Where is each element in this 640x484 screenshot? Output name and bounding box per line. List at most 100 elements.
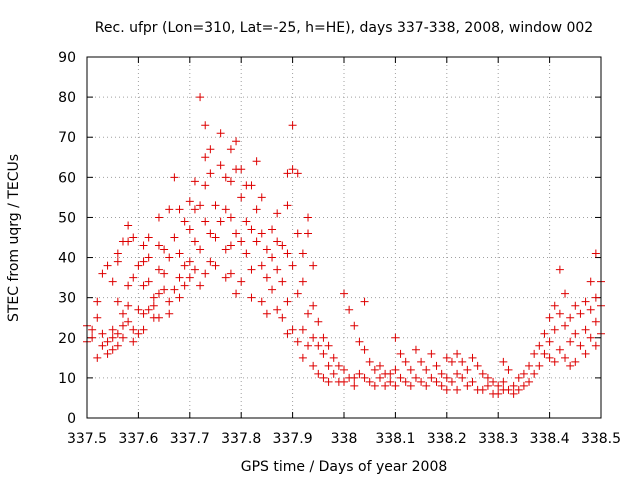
- data-point-marker: [355, 337, 364, 346]
- data-point-marker: [591, 341, 600, 350]
- y-tick-label: 30: [58, 291, 76, 307]
- data-point-marker: [550, 357, 559, 366]
- data-point-marker: [566, 313, 575, 322]
- data-point-marker: [129, 337, 138, 346]
- data-point-marker: [165, 309, 174, 318]
- data-point-marker: [360, 345, 369, 354]
- data-point-marker: [561, 289, 570, 298]
- data-point-marker: [525, 377, 534, 386]
- data-point-marker: [206, 169, 215, 178]
- data-point-marker: [530, 369, 539, 378]
- data-point-marker: [293, 337, 302, 346]
- data-point-marker: [509, 389, 518, 398]
- data-point-marker: [201, 153, 210, 162]
- data-point-marker: [216, 129, 225, 138]
- data-point-marker: [468, 377, 477, 386]
- data-point-marker: [350, 321, 359, 330]
- data-point-marker: [386, 377, 395, 386]
- data-point-marker: [550, 301, 559, 310]
- data-point-marker: [370, 381, 379, 390]
- data-point-marker: [252, 205, 261, 214]
- data-point-marker: [190, 237, 199, 246]
- data-point-marker: [139, 257, 148, 266]
- data-point-marker: [453, 369, 462, 378]
- data-point-marker: [232, 229, 241, 238]
- data-point-marker: [298, 249, 307, 258]
- data-point-marker: [309, 261, 318, 270]
- data-point-marker: [355, 369, 364, 378]
- data-point-marker: [93, 353, 102, 362]
- data-point-marker: [237, 277, 246, 286]
- data-point-marker: [175, 249, 184, 258]
- data-point-marker: [406, 381, 415, 390]
- data-point-marker: [103, 337, 112, 346]
- data-point-marker: [514, 385, 523, 394]
- data-point-marker: [268, 253, 277, 262]
- data-point-marker: [591, 317, 600, 326]
- data-point-marker: [139, 281, 148, 290]
- data-point-marker: [273, 305, 282, 314]
- data-point-marker: [406, 365, 415, 374]
- data-point-marker: [324, 341, 333, 350]
- data-point-marker: [206, 145, 215, 154]
- data-point-marker: [391, 365, 400, 374]
- data-point-marker: [288, 121, 297, 130]
- data-point-marker: [134, 305, 143, 314]
- data-point-marker: [113, 297, 122, 306]
- chart-title: Rec. ufpr (Lon=310, Lat=-25, h=HE), days…: [95, 20, 593, 36]
- y-tick-label: 50: [58, 210, 76, 226]
- y-tick-label: 90: [58, 50, 76, 66]
- data-point-marker: [340, 377, 348, 386]
- data-point-marker: [237, 165, 246, 174]
- data-point-marker: [216, 161, 225, 170]
- data-point-marker: [288, 261, 297, 270]
- data-point-marker: [283, 329, 292, 338]
- data-point-marker: [108, 277, 117, 286]
- data-point-marker: [237, 237, 246, 246]
- data-point-marker: [216, 217, 225, 226]
- data-point-marker: [417, 377, 426, 386]
- data-point-marker: [221, 245, 230, 254]
- data-point-marker: [401, 377, 410, 386]
- data-point-marker: [309, 301, 318, 310]
- data-point-marker: [185, 225, 194, 234]
- data-point-marker: [571, 329, 580, 338]
- data-point-marker: [175, 273, 184, 282]
- data-point-marker: [124, 301, 133, 310]
- data-point-marker: [134, 329, 143, 338]
- data-point-marker: [247, 225, 256, 234]
- data-point-marker: [417, 357, 426, 366]
- data-point-marker: [237, 193, 246, 202]
- data-point-marker: [304, 309, 313, 318]
- data-point-marker: [196, 201, 205, 210]
- data-point-marker: [478, 385, 487, 394]
- data-point-marker: [221, 273, 230, 282]
- data-point-marker: [268, 225, 277, 234]
- data-point-marker: [483, 381, 492, 390]
- data-points: [83, 93, 605, 398]
- data-point-marker: [463, 381, 472, 390]
- data-point-marker: [468, 353, 477, 362]
- data-point-marker: [201, 269, 210, 278]
- data-point-marker: [288, 165, 297, 174]
- data-point-marker: [196, 93, 205, 102]
- data-point-marker: [108, 333, 117, 342]
- data-point-marker: [381, 381, 390, 390]
- data-point-marker: [581, 297, 590, 306]
- data-point-marker: [411, 373, 420, 382]
- data-point-marker: [391, 381, 400, 390]
- data-point-marker: [170, 233, 179, 242]
- data-point-marker: [571, 357, 580, 366]
- data-point-marker: [427, 373, 436, 382]
- data-point-marker: [293, 289, 302, 298]
- data-point-marker: [365, 377, 374, 386]
- data-point-marker: [304, 341, 313, 350]
- data-point-marker: [201, 217, 210, 226]
- data-point-marker: [154, 313, 163, 322]
- data-point-marker: [422, 365, 431, 374]
- data-point-marker: [118, 321, 127, 330]
- data-point-marker: [170, 285, 179, 294]
- data-point-marker: [98, 341, 107, 350]
